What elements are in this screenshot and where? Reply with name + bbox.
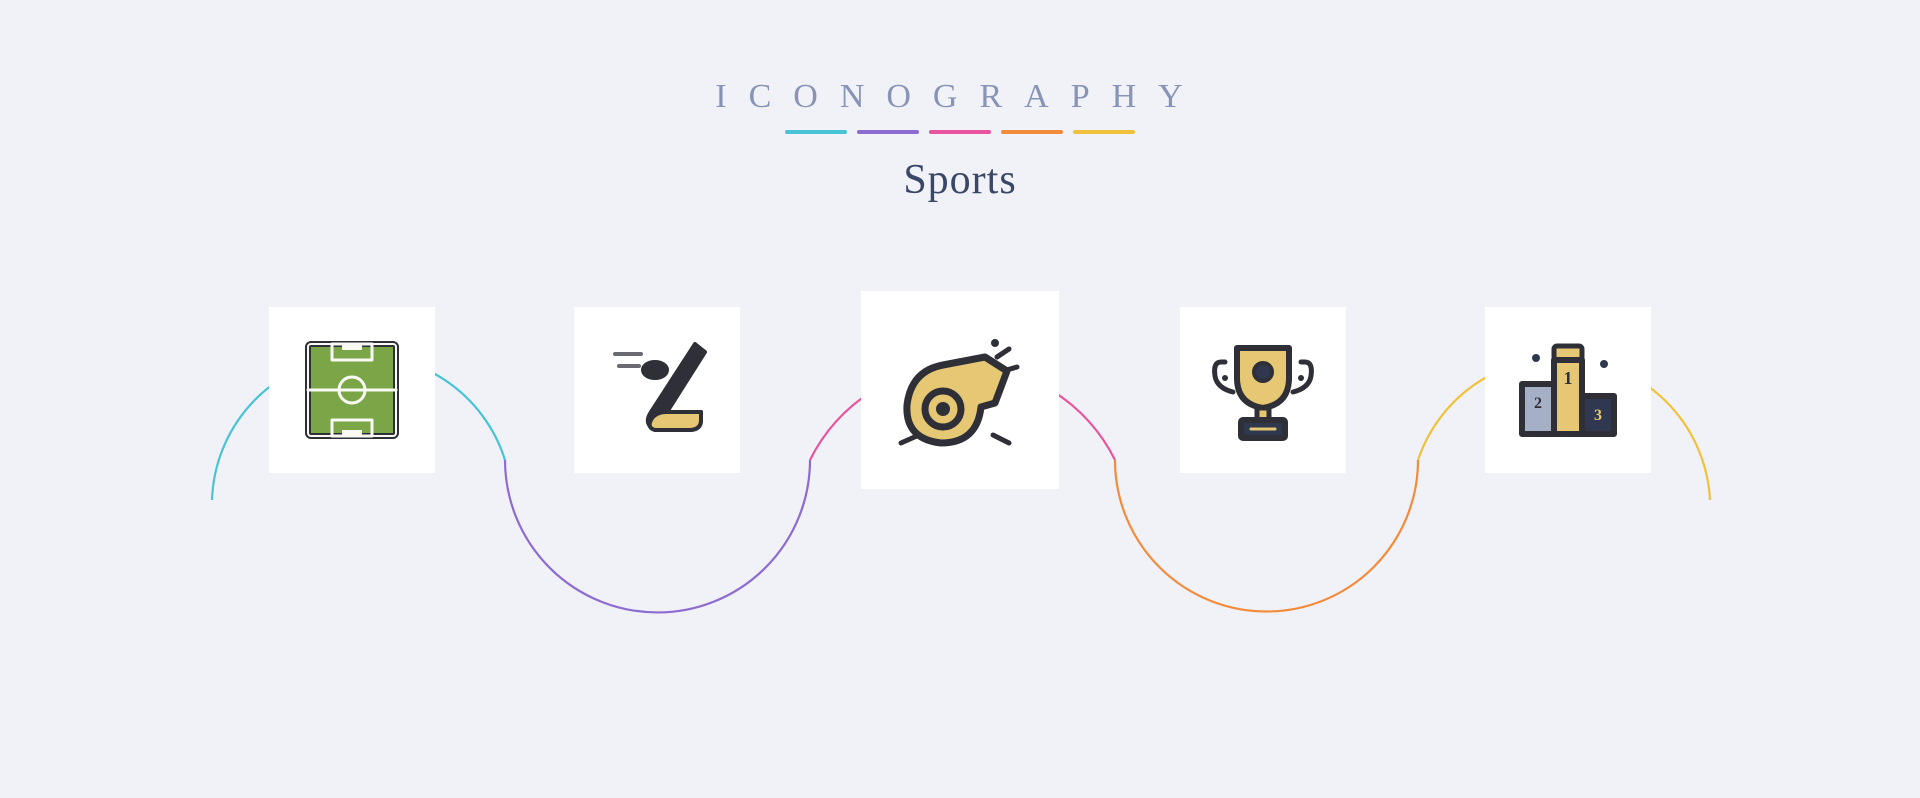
podium-label-3: 3: [1594, 407, 1602, 424]
trophy-icon: [1203, 330, 1323, 450]
whistle-icon: [885, 315, 1035, 465]
podium-label-2: 2: [1534, 395, 1542, 412]
tile-hockey: [574, 307, 740, 473]
tile-soccer-field: [269, 307, 435, 473]
soccer-field-icon: [292, 330, 412, 450]
podium-icon: 1 2 3: [1508, 330, 1628, 450]
hockey-icon: [597, 330, 717, 450]
tile-podium: 1 2 3: [1485, 307, 1651, 473]
tiles-layer: 1 2 3: [0, 0, 1920, 798]
podium-label-1: 1: [1564, 368, 1573, 388]
tile-trophy: [1180, 307, 1346, 473]
tile-whistle: [861, 291, 1059, 489]
